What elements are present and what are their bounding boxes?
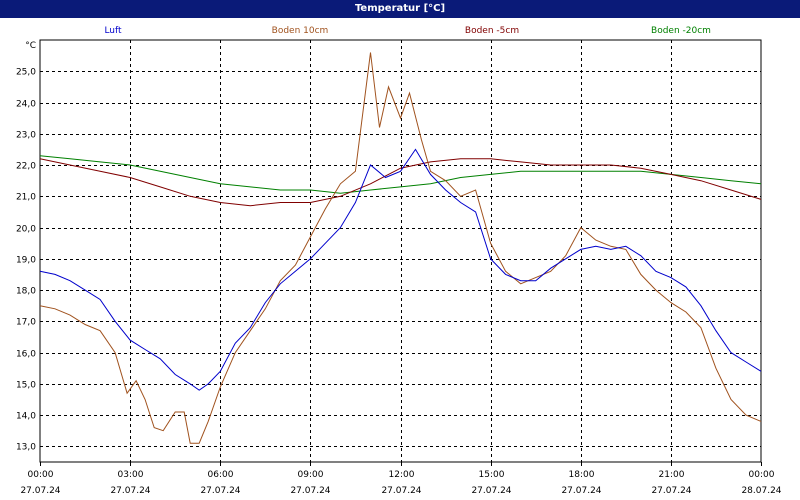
x-tick-date: 27.07.24 (200, 486, 240, 496)
series-line-boden-5cm (39, 158, 762, 207)
y-axis-unit: °C (25, 41, 36, 51)
plot-area (39, 39, 762, 463)
x-tick-time: 00:00 (28, 470, 54, 480)
y-tick-label: 14,0 (16, 412, 36, 422)
y-tick-label: 17,0 (16, 318, 36, 328)
y-tick-label: 24,0 (16, 100, 36, 110)
x-tick-time: 12:00 (389, 470, 415, 480)
legend-item: Boden 10cm (272, 26, 329, 36)
y-tick-label: 15,0 (16, 381, 36, 391)
x-tick-date: 27.07.24 (110, 486, 150, 496)
x-tick-time: 15:00 (479, 470, 505, 480)
y-tick-label: 25,0 (16, 68, 36, 78)
x-tick-time: 21:00 (659, 470, 685, 480)
series-line-luft (39, 148, 762, 391)
x-tick-date: 27.07.24 (381, 486, 421, 496)
x-tick-time: 09:00 (298, 470, 324, 480)
x-tick-date: 27.07.24 (290, 486, 330, 496)
y-tick-label: 16,0 (16, 350, 36, 360)
legend-item: Boden -5cm (465, 26, 519, 36)
legend-item: Luft (104, 26, 122, 36)
y-tick-label: 23,0 (16, 131, 36, 141)
x-tick-date: 28.07.24 (741, 486, 781, 496)
y-tick-label: 20,0 (16, 225, 36, 235)
series-line-boden-20cm (39, 155, 762, 194)
x-tick-date: 27.07.24 (20, 486, 60, 496)
x-tick-date: 27.07.24 (471, 486, 511, 496)
x-tick-time: 00:00 (749, 470, 775, 480)
y-tick-label: 18,0 (16, 287, 36, 297)
chart-title: Temperatur [°C] (0, 0, 800, 18)
y-tick-label: 19,0 (16, 256, 36, 266)
y-tick-label: 13,0 (16, 443, 36, 453)
series-line-boden-10cm (39, 52, 762, 444)
x-tick-date: 27.07.24 (561, 486, 601, 496)
x-tick-date: 27.07.24 (651, 486, 691, 496)
y-tick-label: 21,0 (16, 193, 36, 203)
x-tick-time: 06:00 (208, 470, 234, 480)
legend-item: Boden -20cm (651, 26, 711, 36)
y-tick-label: 22,0 (16, 162, 36, 172)
x-tick-time: 03:00 (118, 470, 144, 480)
x-tick-time: 18:00 (569, 470, 595, 480)
